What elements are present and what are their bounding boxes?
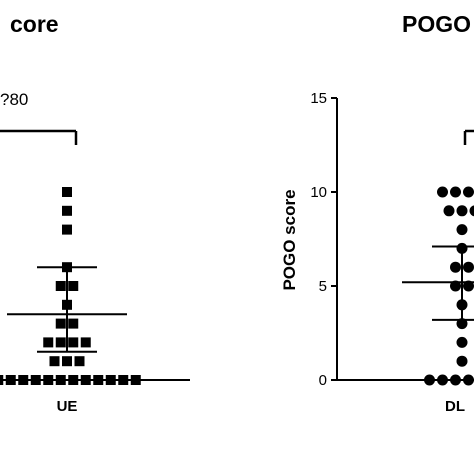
data-point-square [62, 187, 72, 197]
data-point-circle [450, 261, 461, 273]
y-tick-label: 10 [310, 184, 327, 201]
data-point-square [0, 375, 4, 385]
left-data-points [0, 187, 141, 385]
data-point-circle [456, 205, 468, 217]
data-point-square [62, 205, 72, 216]
right-significance-bracket [463, 129, 474, 145]
data-point-circle [456, 318, 468, 330]
data-point-square [49, 356, 60, 367]
data-point-square [62, 299, 72, 310]
data-point-circle [456, 355, 468, 367]
right-chart-title: POGO [402, 11, 471, 37]
y-tick-label: 0 [319, 372, 327, 389]
left-chart-title: core [10, 11, 59, 37]
right-category-label: DL [445, 398, 465, 415]
data-point-square [62, 356, 72, 367]
data-point-square [55, 337, 66, 348]
data-point-square [105, 375, 116, 385]
data-point-square [68, 375, 79, 385]
data-point-circle [456, 224, 468, 236]
left-significance-annotation: ?80 [0, 90, 28, 109]
data-point-square [55, 318, 66, 329]
data-point-square [5, 375, 16, 385]
data-point-circle [443, 205, 455, 217]
data-point-circle [463, 374, 474, 386]
left-significance-bracket [0, 129, 78, 145]
data-point-square [18, 375, 29, 385]
data-point-square [93, 375, 104, 385]
left-category-label: UE [57, 398, 78, 415]
data-point-square [68, 318, 79, 329]
data-point-circle [456, 299, 468, 311]
right-y-axis-label: POGO score [280, 189, 299, 290]
data-point-circle [463, 186, 474, 198]
y-tick-label: 5 [319, 278, 327, 295]
data-point-square [43, 375, 54, 385]
data-point-square [62, 224, 72, 235]
right-y-axis: 0 5 10 15 [310, 90, 338, 389]
data-point-circle [437, 374, 448, 386]
y-tick-label: 15 [310, 90, 327, 107]
data-point-circle [437, 186, 448, 198]
data-point-square [62, 262, 72, 273]
data-point-square [130, 375, 141, 385]
data-point-circle [450, 374, 461, 386]
left-panel: core ?80 UE [0, 11, 190, 415]
data-point-circle [469, 205, 474, 217]
right-data-points [424, 186, 474, 386]
data-point-circle [450, 186, 461, 198]
data-point-square [74, 356, 85, 367]
data-point-circle [450, 280, 461, 292]
data-point-circle [424, 374, 435, 386]
data-point-square [68, 337, 79, 348]
data-point-square [118, 375, 129, 385]
data-point-circle [456, 336, 468, 348]
data-point-square [43, 337, 54, 348]
data-point-square [55, 375, 66, 385]
data-point-square [80, 375, 91, 385]
data-point-square [68, 281, 79, 291]
data-point-circle [463, 280, 474, 292]
data-point-square [30, 375, 41, 385]
data-point-square [80, 337, 91, 348]
data-point-square [55, 281, 66, 291]
data-point-circle [463, 261, 474, 273]
right-panel: POGO POGO score 0 5 10 15 DL [280, 11, 474, 415]
data-point-circle [456, 242, 468, 254]
